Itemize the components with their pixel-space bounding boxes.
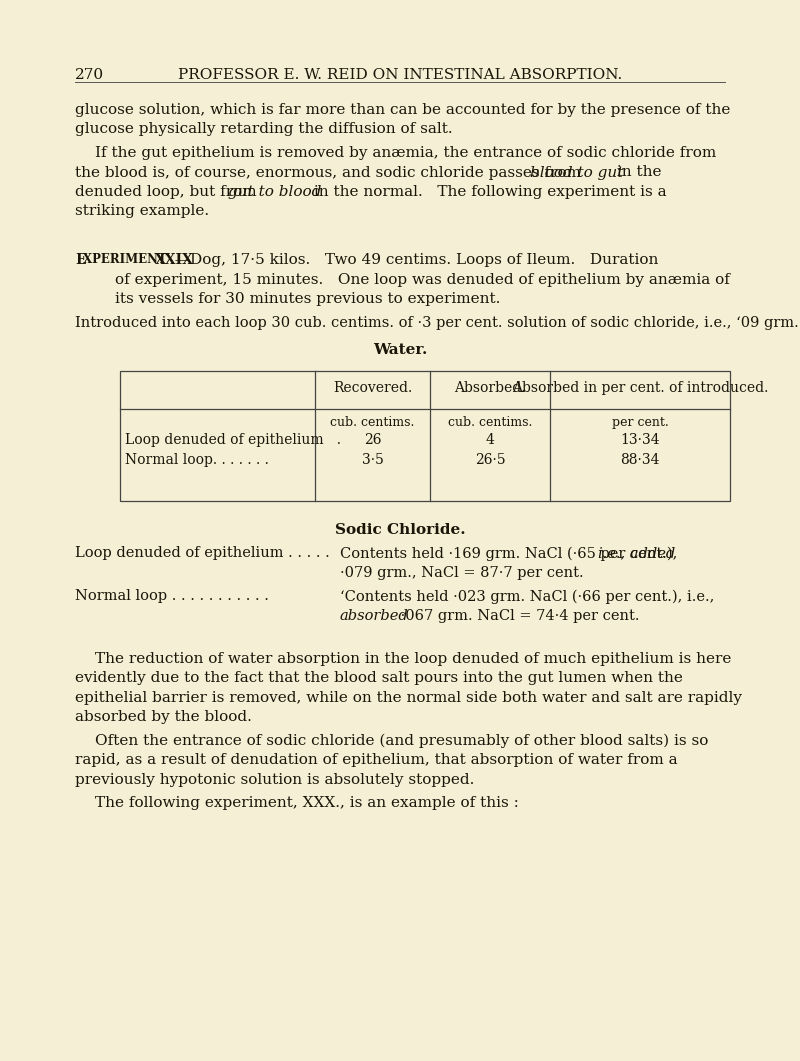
Text: rapid, as a result of denudation of epithelium, that absorption of water from a: rapid, as a result of denudation of epit… bbox=[75, 753, 678, 767]
Text: epithelial barrier is removed, while on the normal side both water and salt are : epithelial barrier is removed, while on … bbox=[75, 691, 742, 705]
Text: Absorbed.: Absorbed. bbox=[454, 381, 526, 395]
Text: E: E bbox=[75, 254, 86, 267]
Text: 3·5: 3·5 bbox=[362, 453, 383, 467]
Text: striking example.: striking example. bbox=[75, 205, 209, 219]
Text: in the normal.   The following experiment is a: in the normal. The following experiment … bbox=[309, 185, 666, 199]
Text: i.e., added: i.e., added bbox=[598, 546, 675, 560]
Text: absorbed by the blood.: absorbed by the blood. bbox=[75, 710, 252, 725]
Text: Normal loop . . . . . . . . . . .: Normal loop . . . . . . . . . . . bbox=[75, 589, 269, 604]
Text: cub. centims.: cub. centims. bbox=[448, 416, 532, 429]
Text: gut to blood: gut to blood bbox=[228, 185, 322, 199]
Text: the blood is, of course, enormous, and sodic chloride passes from: the blood is, of course, enormous, and s… bbox=[75, 166, 586, 179]
Text: 4: 4 bbox=[486, 433, 494, 447]
Text: in the: in the bbox=[612, 166, 662, 179]
Text: 26·5: 26·5 bbox=[474, 453, 506, 467]
Text: Absorbed in per cent. of introduced.: Absorbed in per cent. of introduced. bbox=[512, 381, 768, 395]
Text: PROFESSOR E. W. REID ON INTESTINAL ABSORPTION.: PROFESSOR E. W. REID ON INTESTINAL ABSOR… bbox=[178, 68, 622, 82]
Text: Contents held ·169 grm. NaCl (·65 per cent.),: Contents held ·169 grm. NaCl (·65 per ce… bbox=[340, 546, 682, 560]
Text: its vessels for 30 minutes previous to experiment.: its vessels for 30 minutes previous to e… bbox=[115, 292, 500, 307]
Text: ‘Contents held ·023 grm. NaCl (·66 per cent.), i.e.,: ‘Contents held ·023 grm. NaCl (·66 per c… bbox=[340, 589, 714, 604]
Text: Introduced into each loop 30 cub. centims. of ·3 per cent. solution of sodic chl: Introduced into each loop 30 cub. centim… bbox=[75, 316, 800, 330]
Text: ·067 grm. NaCl = 74·4 per cent.: ·067 grm. NaCl = 74·4 per cent. bbox=[396, 609, 639, 623]
Text: Recovered.: Recovered. bbox=[333, 381, 412, 395]
Text: evidently due to the fact that the blood salt pours into the gut lumen when the: evidently due to the fact that the blood… bbox=[75, 672, 683, 685]
Text: Loop denuded of epithelium   .: Loop denuded of epithelium . bbox=[125, 433, 341, 447]
Text: XPERIMENT: XPERIMENT bbox=[83, 254, 170, 266]
Text: denuded loop, but from: denuded loop, but from bbox=[75, 185, 262, 199]
Text: Normal loop. . . . . . .: Normal loop. . . . . . . bbox=[125, 453, 269, 467]
Text: ·079 grm., NaCl = 87·7 per cent.: ·079 grm., NaCl = 87·7 per cent. bbox=[340, 566, 584, 579]
Text: 26: 26 bbox=[364, 433, 382, 447]
Text: 270: 270 bbox=[75, 68, 104, 82]
Text: per cent.: per cent. bbox=[612, 416, 668, 429]
Text: Loop denuded of epithelium . . . . .: Loop denuded of epithelium . . . . . bbox=[75, 546, 330, 560]
Text: .—Dog, 17·5 kilos.   Two 49 centims. Loops of Ileum.   Duration: .—Dog, 17·5 kilos. Two 49 centims. Loops… bbox=[170, 254, 658, 267]
Text: Sodic Chloride.: Sodic Chloride. bbox=[334, 523, 466, 537]
Text: Water.: Water. bbox=[373, 344, 427, 358]
Text: blood to gut: blood to gut bbox=[530, 166, 623, 179]
Text: If the gut epithelium is removed by anæmia, the entrance of sodic chloride from: If the gut epithelium is removed by anæm… bbox=[95, 146, 716, 160]
Text: 88·34: 88·34 bbox=[620, 453, 660, 467]
Bar bbox=[120, 370, 730, 501]
Text: previously hypotonic solution is absolutely stopped.: previously hypotonic solution is absolut… bbox=[75, 772, 474, 786]
Text: glucose solution, which is far more than can be accounted for by the presence of: glucose solution, which is far more than… bbox=[75, 103, 730, 117]
Text: The reduction of water absorption in the loop denuded of much epithelium is here: The reduction of water absorption in the… bbox=[95, 651, 731, 665]
Text: absorbed: absorbed bbox=[340, 609, 409, 623]
Text: Often the entrance of sodic chloride (and presumably of other blood salts) is so: Often the entrance of sodic chloride (an… bbox=[95, 733, 708, 748]
Text: cub. centims.: cub. centims. bbox=[330, 416, 414, 429]
Text: The following experiment, XXX., is an example of this :: The following experiment, XXX., is an ex… bbox=[95, 796, 519, 811]
Text: 13·34: 13·34 bbox=[620, 433, 660, 447]
Text: of experiment, 15 minutes.   One loop was denuded of epithelium by anæmia of: of experiment, 15 minutes. One loop was … bbox=[115, 273, 730, 286]
Text: XXIX: XXIX bbox=[155, 254, 194, 267]
Text: glucose physically retarding the diffusion of salt.: glucose physically retarding the diffusi… bbox=[75, 122, 453, 137]
